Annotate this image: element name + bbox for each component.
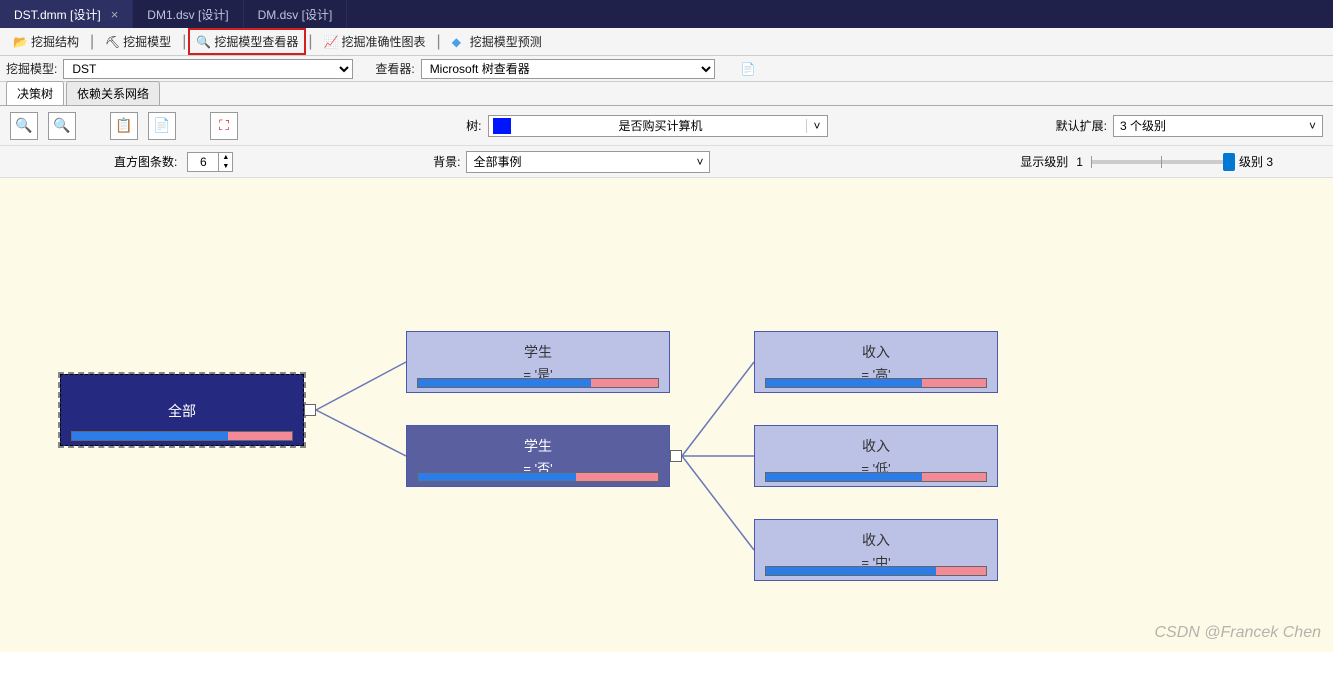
show-level-label: 显示级别 — [1020, 153, 1068, 170]
paste-button[interactable]: 📄 — [148, 112, 176, 140]
background-label: 背景: — [433, 153, 460, 170]
file-tab-label: DST.dmm [设计] — [14, 6, 101, 23]
tree-controls-row1: 🔍 🔍 📋 📄 ⛶ 树: 是否购买计算机 ˅ 默认扩展: 3 个级别 ˅ — [0, 106, 1333, 146]
separator: | — [437, 33, 441, 51]
file-tabs: DST.dmm [设计] × DM1.dsv [设计] DM.dsv [设计] — [0, 0, 1333, 28]
fit-button[interactable]: ⛶ — [210, 112, 238, 140]
tree-label: 树: — [466, 117, 481, 134]
tab-model-predict[interactable]: ◆ 挖掘模型预测 — [443, 28, 551, 55]
node-histogram — [765, 472, 988, 482]
file-tab-label: DM.dsv [设计] — [258, 6, 333, 23]
tree-node-root[interactable]: 全部 — [60, 374, 304, 446]
separator: | — [90, 33, 94, 51]
node-title: 学生 — [524, 436, 552, 456]
chart-icon: 📈 — [324, 35, 338, 49]
tab-model-viewer[interactable]: 🔍 挖掘模型查看器 — [188, 28, 306, 55]
tree-select[interactable]: 是否购买计算机 ˅ — [488, 115, 828, 137]
watermark: CSDN @Francek Chen — [1154, 624, 1321, 642]
node-histogram — [765, 566, 988, 576]
zoom-out-button[interactable]: 🔍 — [48, 112, 76, 140]
structure-icon: 📂 — [13, 35, 27, 49]
separator: | — [308, 33, 312, 51]
level-min: 1 — [1076, 155, 1083, 169]
expand-port[interactable] — [304, 404, 316, 416]
chevron-down-icon: ˅ — [1309, 119, 1316, 133]
histogram-bars-label: 直方图条数: — [114, 153, 177, 170]
pickaxe-icon: ⛏ — [105, 35, 119, 49]
sub-tab-decision-tree[interactable]: 决策树 — [6, 81, 64, 105]
viewer-icon: 🔍 — [196, 35, 210, 49]
viewer-select[interactable]: Microsoft 树查看器 — [421, 59, 715, 79]
refresh-icon[interactable]: 📄 — [741, 62, 755, 76]
mining-model-label: 挖掘模型: — [6, 60, 57, 77]
tab-mining-model[interactable]: ⛏ 挖掘模型 — [96, 28, 180, 55]
level-slider[interactable] — [1091, 160, 1231, 164]
tree-node-student-yes[interactable]: 学生 = '是' — [406, 331, 670, 393]
expand-port[interactable] — [670, 450, 682, 462]
node-title: 学生 — [524, 342, 552, 362]
zoom-in-button[interactable]: 🔍 — [10, 112, 38, 140]
sub-tab-dependency-network[interactable]: 依赖关系网络 — [66, 81, 160, 105]
histogram-bars-spinner[interactable]: ▲▼ — [187, 152, 233, 172]
file-tab-dm1[interactable]: DM1.dsv [设计] — [133, 0, 243, 28]
tree-node-income-low[interactable]: 收入 = '低' — [754, 425, 998, 487]
node-histogram — [417, 472, 658, 482]
chevron-down-icon: ˅ — [696, 155, 703, 169]
mining-model-select[interactable]: DST — [63, 59, 353, 79]
bar-segment-red — [228, 432, 292, 440]
tree-node-income-high[interactable]: 收入 = '高' — [754, 331, 998, 393]
node-histogram — [417, 378, 658, 388]
separator: | — [182, 33, 186, 51]
spinner-buttons[interactable]: ▲▼ — [218, 153, 232, 171]
background-select[interactable]: 全部事例 ˅ — [466, 151, 710, 173]
file-tab-dst[interactable]: DST.dmm [设计] × — [0, 0, 133, 28]
color-swatch — [493, 118, 511, 134]
diamond-icon: ◆ — [452, 35, 466, 49]
bar-segment-blue — [72, 432, 229, 440]
tree-node-income-mid[interactable]: 收入 = '中' — [754, 519, 998, 581]
tab-accuracy-chart[interactable]: 📈 挖掘准确性图表 — [315, 28, 435, 55]
model-selector-row: 挖掘模型: DST 查看器: Microsoft 树查看器 📄 — [0, 56, 1333, 82]
copy-button[interactable]: 📋 — [110, 112, 138, 140]
level-max: 级别 3 — [1239, 153, 1273, 170]
tree-node-student-no[interactable]: 学生 = '否' — [406, 425, 670, 487]
node-title: 收入 — [862, 436, 890, 456]
tree-select-value: 是否购买计算机 — [515, 117, 807, 134]
close-icon[interactable]: × — [111, 7, 119, 22]
mining-toolbar: 📂 挖掘结构 | ⛏ 挖掘模型 | 🔍 挖掘模型查看器 | 📈 挖掘准确性图表 … — [0, 28, 1333, 56]
node-histogram — [765, 378, 988, 388]
tab-mining-structure[interactable]: 📂 挖掘结构 — [4, 28, 88, 55]
slider-thumb[interactable] — [1223, 153, 1235, 171]
node-title: 收入 — [862, 530, 890, 550]
node-title: 收入 — [862, 342, 890, 362]
file-tab-dm[interactable]: DM.dsv [设计] — [244, 0, 348, 28]
tree-canvas[interactable]: 全部 学生 = '是' 学生 = '否' 收入 = '高' 收入 = '低' 收… — [0, 178, 1333, 652]
node-histogram — [71, 431, 294, 441]
viewer-label: 查看器: — [375, 60, 414, 77]
chevron-down-icon: ˅ — [806, 119, 826, 133]
expand-label: 默认扩展: — [1056, 117, 1107, 134]
node-title: 全部 — [168, 401, 196, 421]
file-tab-label: DM1.dsv [设计] — [147, 6, 228, 23]
view-sub-tabs: 决策树 依赖关系网络 — [0, 82, 1333, 106]
histogram-bars-input[interactable] — [188, 155, 218, 169]
default-expand-select[interactable]: 3 个级别 ˅ — [1113, 115, 1323, 137]
tree-controls-row2: 直方图条数: ▲▼ 背景: 全部事例 ˅ 显示级别 1 级别 3 — [0, 146, 1333, 178]
